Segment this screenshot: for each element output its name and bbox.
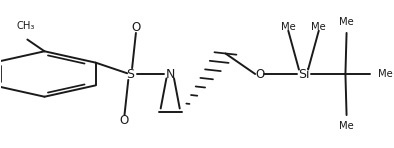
Text: S: S: [126, 67, 134, 81]
Text: Me: Me: [378, 69, 392, 79]
Text: CH₃: CH₃: [16, 21, 35, 32]
Text: Me: Me: [311, 22, 326, 32]
Text: Me: Me: [339, 121, 354, 131]
Text: N: N: [165, 67, 175, 81]
Text: Si: Si: [298, 67, 309, 81]
Text: Me: Me: [281, 22, 296, 32]
Text: O: O: [255, 67, 264, 81]
Text: O: O: [120, 114, 129, 127]
Text: Me: Me: [339, 17, 354, 27]
Text: O: O: [131, 21, 141, 34]
